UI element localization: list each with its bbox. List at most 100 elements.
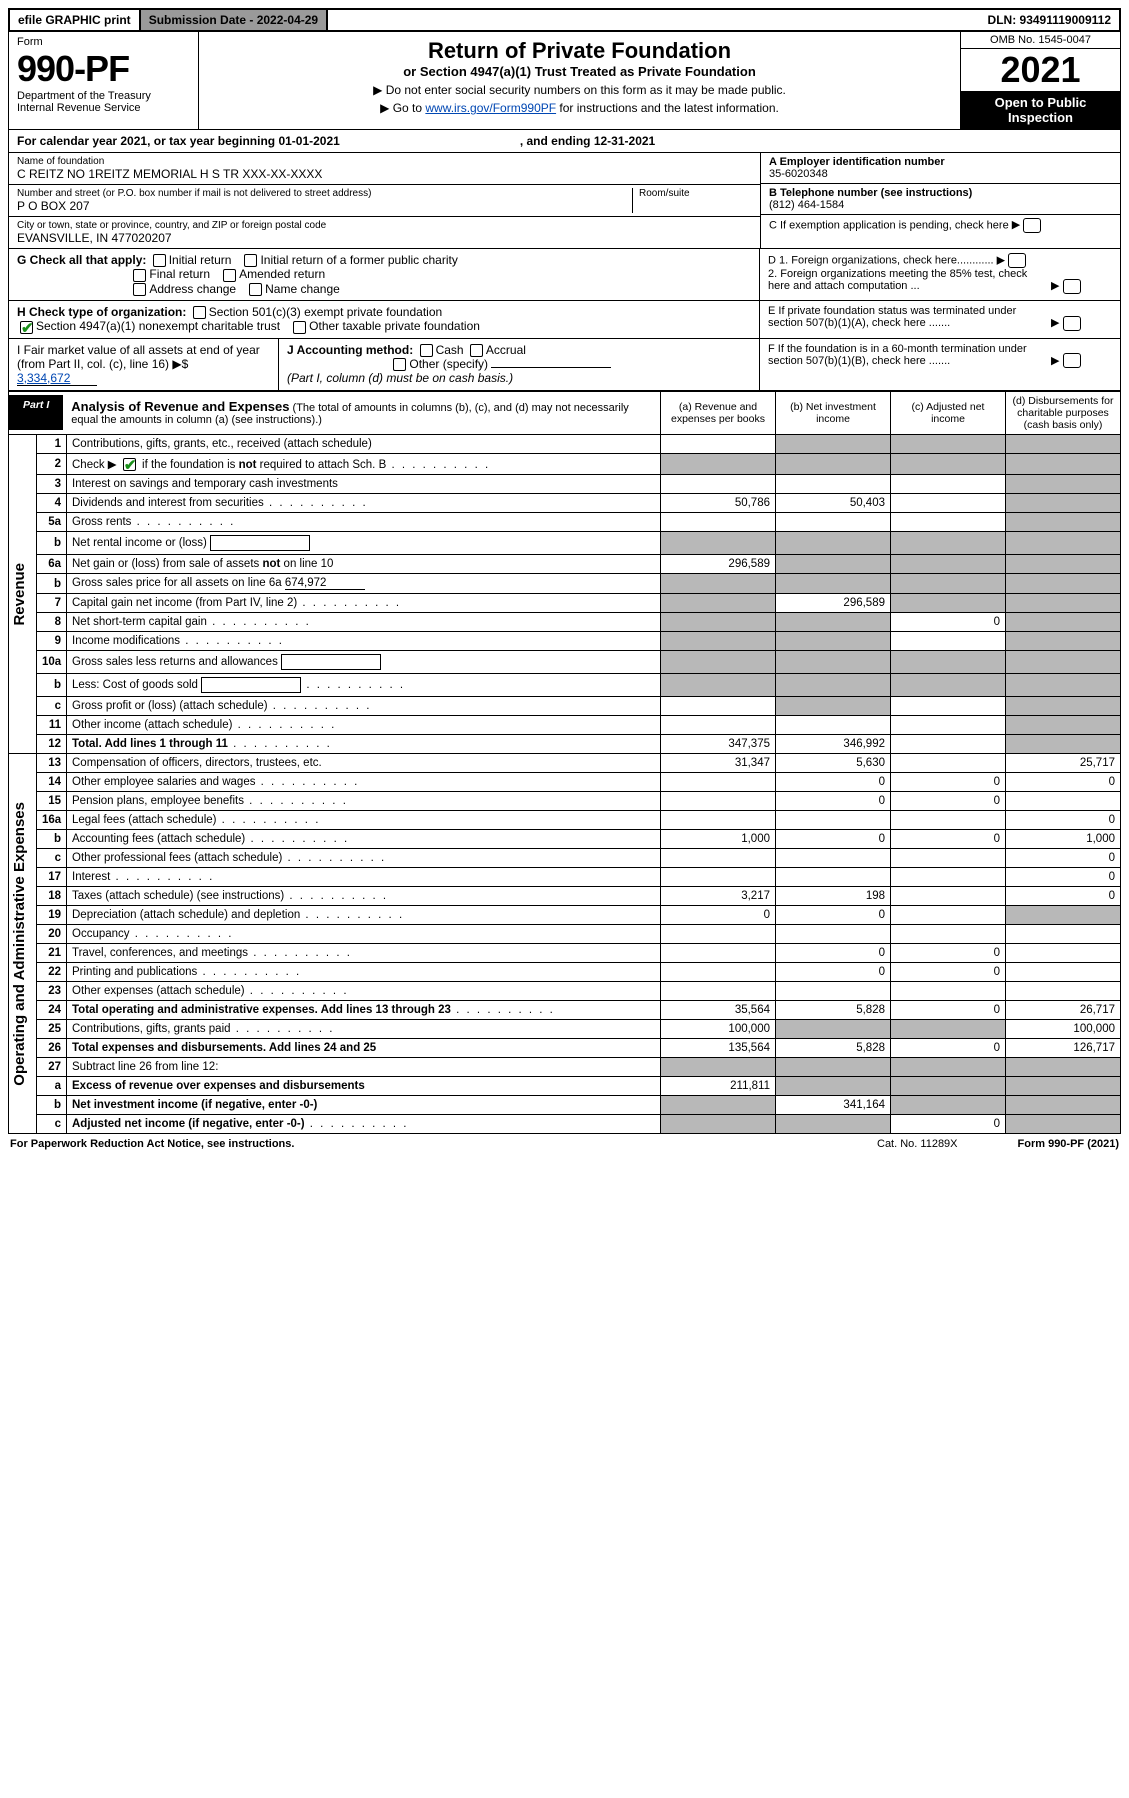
value-cell: 0 xyxy=(661,906,776,925)
e-label: E If private foundation status was termi… xyxy=(768,305,1048,329)
value-cell: 25,717 xyxy=(1006,754,1121,773)
value-cell xyxy=(661,434,776,453)
value-cell xyxy=(776,697,891,716)
tel: (812) 464-1584 xyxy=(769,199,844,211)
j-accrual-checkbox[interactable] xyxy=(470,344,483,357)
table-row: 16aLegal fees (attach schedule)0 xyxy=(9,811,1121,830)
line-number: b xyxy=(37,674,67,697)
value-cell: 5,828 xyxy=(776,1039,891,1058)
schb-checkbox[interactable] xyxy=(123,458,136,471)
value-cell xyxy=(661,697,776,716)
value-cell xyxy=(661,773,776,792)
h-4947-checkbox[interactable] xyxy=(20,321,33,334)
value-cell: 0 xyxy=(776,792,891,811)
room-label: Room/suite xyxy=(639,188,752,199)
value-cell xyxy=(1006,1058,1121,1077)
line-number: 15 xyxy=(37,792,67,811)
line-desc: Contributions, gifts, grants, etc., rece… xyxy=(67,434,661,453)
line-number: 3 xyxy=(37,475,67,494)
inline-box[interactable] xyxy=(210,535,310,551)
inline-box[interactable] xyxy=(201,677,301,693)
value-cell xyxy=(1006,982,1121,1001)
irs-link[interactable]: www.irs.gov/Form990PF xyxy=(425,101,556,115)
value-cell xyxy=(891,868,1006,887)
j-other-input[interactable] xyxy=(491,367,611,368)
line-desc: Contributions, gifts, grants paid xyxy=(67,1020,661,1039)
inline-box[interactable] xyxy=(281,654,381,670)
value-cell xyxy=(1006,716,1121,735)
g-amended-checkbox[interactable] xyxy=(223,269,236,282)
value-cell: 0 xyxy=(776,830,891,849)
j-accrual: Accrual xyxy=(486,343,526,357)
j-cash-checkbox[interactable] xyxy=(420,344,433,357)
i-value[interactable]: 3,334,672 xyxy=(17,371,97,386)
g-opt-5: Name change xyxy=(265,282,340,296)
part1-table: Part I Analysis of Revenue and Expenses … xyxy=(8,391,1121,1134)
table-row: bGross sales price for all assets on lin… xyxy=(9,574,1121,594)
line-number: c xyxy=(37,1115,67,1134)
line-desc: Taxes (attach schedule) (see instruction… xyxy=(67,887,661,906)
form-number: 990-PF xyxy=(17,48,190,90)
value-cell: 50,786 xyxy=(661,494,776,513)
line-number: 7 xyxy=(37,594,67,613)
value-cell xyxy=(776,632,891,651)
value-cell xyxy=(891,811,1006,830)
line-desc: Travel, conferences, and meetings xyxy=(67,944,661,963)
value-cell xyxy=(776,925,891,944)
value-cell xyxy=(891,1020,1006,1039)
table-row: 23Other expenses (attach schedule) xyxy=(9,982,1121,1001)
col-a-hdr: (a) Revenue and expenses per books xyxy=(661,391,776,434)
open-public: Open to Public Inspection xyxy=(961,91,1120,129)
h-other-checkbox[interactable] xyxy=(293,321,306,334)
d1-checkbox[interactable] xyxy=(1008,253,1026,268)
g-label: G Check all that apply: xyxy=(17,253,146,267)
instr-2: ▶ Go to www.irs.gov/Form990PF for instru… xyxy=(211,101,948,115)
value-cell xyxy=(1006,594,1121,613)
value-cell: 31,347 xyxy=(661,754,776,773)
value-cell: 0 xyxy=(891,1115,1006,1134)
value-cell xyxy=(1006,1115,1121,1134)
value-cell xyxy=(776,453,891,474)
j-other-checkbox[interactable] xyxy=(393,358,406,371)
value-cell: 1,000 xyxy=(1006,830,1121,849)
value-cell xyxy=(891,475,1006,494)
c-checkbox[interactable] xyxy=(1023,218,1041,233)
g-name-checkbox[interactable] xyxy=(249,283,262,296)
line-number: 20 xyxy=(37,925,67,944)
top-bar: efile GRAPHIC print Submission Date - 20… xyxy=(8,8,1121,32)
g-initial-former-checkbox[interactable] xyxy=(244,254,257,267)
g-opt-4: Address change xyxy=(149,282,236,296)
value-cell xyxy=(1006,555,1121,574)
f-checkbox[interactable] xyxy=(1063,353,1081,368)
inline-value: 674,972 xyxy=(285,577,365,590)
table-row: 19Depreciation (attach schedule) and dep… xyxy=(9,906,1121,925)
line-desc: Dividends and interest from securities xyxy=(67,494,661,513)
value-cell xyxy=(1006,792,1121,811)
line-desc: Other income (attach schedule) xyxy=(67,716,661,735)
value-cell: 0 xyxy=(891,613,1006,632)
g-initial-checkbox[interactable] xyxy=(153,254,166,267)
value-cell xyxy=(1006,697,1121,716)
value-cell: 0 xyxy=(891,1039,1006,1058)
value-cell xyxy=(776,651,891,674)
value-cell xyxy=(891,494,1006,513)
value-cell xyxy=(1006,632,1121,651)
value-cell xyxy=(661,1096,776,1115)
g-final-checkbox[interactable] xyxy=(133,269,146,282)
line-desc: Interest on savings and temporary cash i… xyxy=(67,475,661,494)
table-row: 9Income modifications xyxy=(9,632,1121,651)
g-address-checkbox[interactable] xyxy=(133,283,146,296)
d2-checkbox[interactable] xyxy=(1063,279,1081,294)
j-cash: Cash xyxy=(436,343,464,357)
value-cell: 0 xyxy=(1006,849,1121,868)
e-checkbox[interactable] xyxy=(1063,316,1081,331)
calendar-year-row: For calendar year 2021, or tax year begi… xyxy=(8,130,1121,153)
value-cell xyxy=(1006,532,1121,555)
value-cell xyxy=(891,674,1006,697)
value-cell xyxy=(1006,434,1121,453)
h-501c3-checkbox[interactable] xyxy=(193,306,206,319)
cal-year-begin: For calendar year 2021, or tax year begi… xyxy=(17,134,340,148)
line-desc: Subtract line 26 from line 12: xyxy=(67,1058,661,1077)
value-cell: 346,992 xyxy=(776,735,891,754)
line-desc: Legal fees (attach schedule) xyxy=(67,811,661,830)
